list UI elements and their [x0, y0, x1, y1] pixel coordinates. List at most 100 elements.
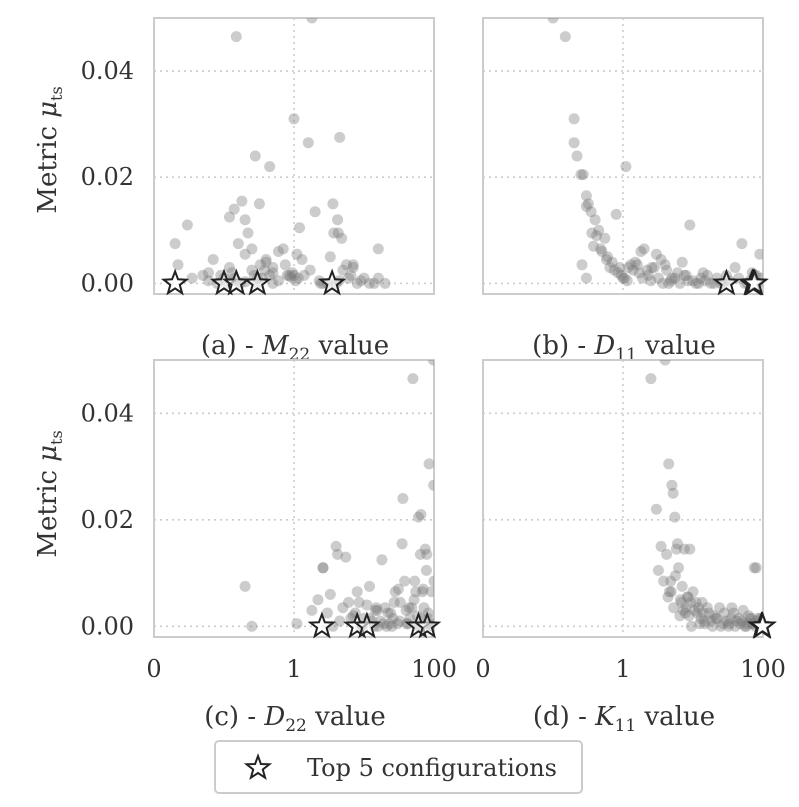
panel-c: 0.00 0.02 0.04 0 1 100 — [81, 359, 457, 683]
scatter-point — [608, 264, 620, 276]
scatter-point — [680, 602, 692, 614]
scatter-point — [703, 607, 715, 619]
scatter-point — [701, 602, 713, 614]
scatter-point — [417, 583, 429, 595]
caption-sub: 22 — [289, 345, 311, 365]
scatter-point — [298, 269, 310, 281]
scatter-point — [347, 259, 359, 271]
panel-d: 0 1 100 — [475, 359, 786, 683]
scatter-point — [694, 618, 706, 630]
scatter-point — [745, 612, 757, 624]
scatter-point — [743, 610, 754, 622]
scatter-point — [641, 264, 653, 276]
scatter-point — [663, 586, 675, 598]
scatter-point — [309, 206, 321, 218]
scatter-point — [393, 615, 405, 627]
top5-star — [243, 268, 272, 296]
scatter-point — [239, 214, 251, 226]
scatter-point — [285, 271, 297, 283]
scatter-point — [737, 604, 749, 616]
scatter-point — [614, 262, 626, 273]
scatter-point — [668, 602, 680, 614]
scatter-point — [169, 238, 181, 250]
scatter-point — [744, 612, 756, 624]
y-axis-label-top: Metric μts — [33, 86, 66, 213]
caption-a: (a) - M22 value — [201, 331, 389, 365]
scatter-point — [273, 275, 284, 287]
scatter-point — [635, 246, 647, 257]
scatter-point — [418, 602, 430, 614]
scatter-point — [383, 618, 395, 630]
scatter-point — [379, 602, 391, 614]
top5-star — [307, 611, 337, 639]
scatter-point — [334, 615, 346, 627]
scatter-point — [249, 150, 261, 162]
legend-box — [214, 740, 583, 794]
scatter-point — [372, 243, 384, 255]
scatter-point — [645, 373, 657, 385]
data-area — [169, 18, 391, 289]
scatter-point — [294, 222, 305, 234]
legend: Top 5 configurations — [214, 740, 583, 794]
scatter-point — [317, 562, 329, 574]
scatter-point — [672, 267, 683, 279]
scatter-point — [186, 272, 198, 284]
scatter-point — [281, 269, 293, 281]
scatter-point — [302, 137, 314, 149]
y-label-text: Metric — [33, 126, 63, 214]
scatter-point — [728, 607, 740, 619]
caption-d: (d) - K11 value — [533, 702, 715, 736]
caption-c: (c) - D22 value — [204, 702, 386, 736]
scatter-point — [645, 275, 657, 287]
star-icon — [243, 753, 273, 781]
scatter-point — [420, 564, 432, 576]
scatter-point — [372, 272, 384, 284]
scatter-point — [399, 575, 411, 587]
scatter-point — [378, 618, 389, 630]
scatter-point — [589, 214, 601, 226]
top5-star — [712, 268, 741, 296]
scatter-point — [669, 272, 681, 284]
scatter-point — [428, 479, 434, 491]
scatter-point — [358, 272, 370, 284]
scatter-point — [658, 575, 670, 587]
scatter-point — [582, 198, 594, 210]
scatter-point — [328, 227, 340, 239]
scatter-point — [648, 262, 660, 273]
scatter-point — [413, 511, 424, 523]
scatter-point — [340, 551, 352, 563]
scatter-point — [685, 596, 697, 608]
axes-frame — [153, 359, 435, 638]
y-tick-label: 0.00 — [81, 269, 134, 297]
scatter-point — [423, 458, 434, 470]
scatter-point — [707, 620, 718, 632]
scatter-point — [606, 256, 618, 268]
top5-star — [740, 268, 769, 296]
caption-symbol: D — [593, 331, 615, 361]
scatter-point — [347, 262, 359, 273]
scatter-point — [385, 607, 397, 619]
scatter-point — [695, 612, 707, 624]
scatter-point — [633, 267, 645, 279]
scatter-point — [697, 267, 709, 279]
scatter-point — [306, 604, 318, 616]
scatter-point — [742, 618, 753, 630]
scatter-point — [617, 272, 629, 284]
scatter-point — [332, 227, 344, 239]
scatter-point — [230, 31, 242, 43]
scatter-point — [674, 610, 686, 622]
scatter-point — [665, 586, 677, 598]
scatter-point — [361, 599, 373, 611]
scatter-point — [181, 219, 193, 231]
y-tick-label: 0.02 — [81, 506, 134, 534]
scatter-point — [382, 607, 394, 619]
scatter-point — [273, 246, 284, 257]
scatter-point — [400, 604, 412, 616]
scatter-point — [629, 256, 641, 268]
scatter-point — [403, 602, 415, 614]
y-tick-label: 0.02 — [81, 163, 134, 191]
scatter-point — [306, 18, 318, 24]
scatter-point — [705, 615, 717, 627]
panel-a: 0.00 0.02 0.04 — [81, 17, 435, 297]
scatter-point — [736, 238, 748, 250]
